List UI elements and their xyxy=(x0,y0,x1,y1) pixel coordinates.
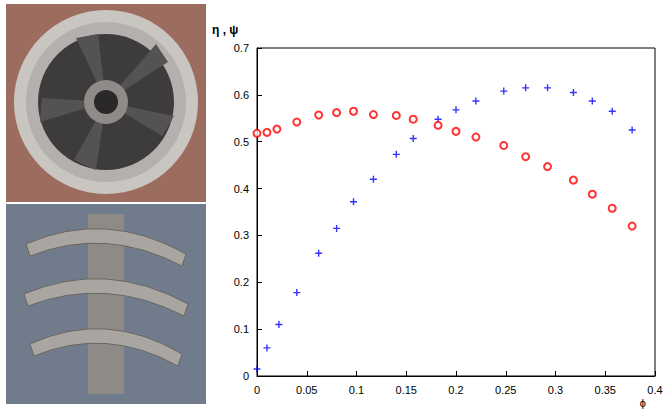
svg-text:0.1: 0.1 xyxy=(234,323,249,335)
svg-text:0.2: 0.2 xyxy=(234,276,249,288)
svg-text:,: , xyxy=(219,23,229,37)
svg-text:0.7: 0.7 xyxy=(234,42,249,54)
svg-text:0.4: 0.4 xyxy=(234,183,249,195)
svg-text:0: 0 xyxy=(243,370,249,382)
svg-text:0.1: 0.1 xyxy=(349,384,364,396)
svg-text:0.35: 0.35 xyxy=(595,384,616,396)
svg-text:0.4: 0.4 xyxy=(647,384,662,396)
svg-text:0.15: 0.15 xyxy=(396,384,417,396)
svg-text:ψ: ψ xyxy=(229,23,238,37)
svg-text:η: η xyxy=(212,23,219,37)
svg-text:ϕ: ϕ xyxy=(640,397,646,409)
svg-text:0.3: 0.3 xyxy=(234,229,249,241)
svg-text:0.05: 0.05 xyxy=(296,384,317,396)
svg-text:0.3: 0.3 xyxy=(548,384,563,396)
svg-text:0: 0 xyxy=(254,384,260,396)
svg-text:0.25: 0.25 xyxy=(495,384,516,396)
svg-text:0.2: 0.2 xyxy=(448,384,463,396)
svg-text:0.5: 0.5 xyxy=(234,136,249,148)
svg-text:0.6: 0.6 xyxy=(234,89,249,101)
